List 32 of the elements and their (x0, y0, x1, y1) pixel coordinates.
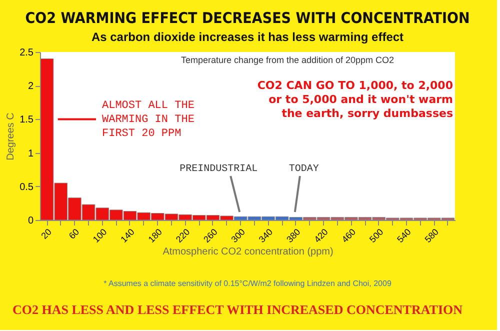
annotation: CO2 CAN GO TO 1,000, to 2,000 or to 5,000 and it won't warm the earth, sorry dumbasses (257, 79, 454, 120)
y-tick-label: 1 (28, 148, 34, 160)
x-tick-label: 420 (312, 226, 330, 244)
chart-subtitle: As carbon dioxide increases it has less warming effect (91, 30, 404, 44)
text: * Assumes a climate sensitivity of 0.15°C/W/m2 following Lindzen and Choi, 2009 (104, 279, 392, 288)
x-tick-label: 540 (395, 226, 413, 244)
x-tick-label: 380 (284, 226, 302, 244)
x-tick-label: 460 (340, 226, 358, 244)
x-tick-label: 60 (66, 226, 82, 241)
x-tick-label: 220 (174, 226, 192, 244)
x-tick-label: 180 (146, 226, 164, 244)
x-axis-title: Atmospheric CO2 concentration (ppm) (162, 246, 334, 258)
x-tick-label: 100 (91, 226, 109, 244)
annotation: TODAY (288, 164, 319, 175)
x-tick-label: 20 (39, 226, 54, 241)
y-tick-label: 0.5 (20, 182, 34, 193)
x-tick-label: 500 (367, 226, 386, 244)
annotation: ALMOST ALL THE WARMING IN THE FIRST 20 PPM (102, 100, 195, 140)
x-tick-label: 580 (422, 226, 440, 244)
text: CO2 HAS LESS AND LESS EFFECT WITH INCREASED CONCENTRATION (12, 302, 464, 317)
y-tick-label: 0 (28, 216, 34, 226)
y-tick-label: 1.5 (20, 114, 34, 126)
x-tick-label: 260 (202, 226, 220, 244)
y-axis-title: Degrees C (6, 112, 17, 160)
y-tick-label: 2 (28, 81, 34, 92)
x-tick-label: 340 (256, 226, 275, 244)
x-tick-label: 300 (229, 226, 247, 244)
annotation: PREINDUSTRIAL (180, 164, 258, 175)
chart-title: CO2 WARMING EFFECT DECREASES WITH CONCENTRATION (25, 9, 470, 27)
annotation: Temperature change from the addition of 20ppm CO2 (180, 55, 394, 65)
x-tick-label: 140 (118, 226, 136, 244)
y-tick-label: 2.5 (20, 48, 34, 58)
